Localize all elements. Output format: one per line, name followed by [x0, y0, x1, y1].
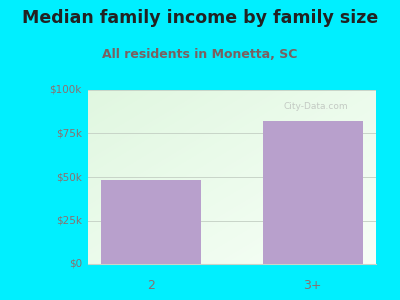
Text: $75k: $75k: [56, 128, 82, 139]
Bar: [101, 180, 201, 264]
Text: $25k: $25k: [56, 215, 82, 226]
Text: All residents in Monetta, SC: All residents in Monetta, SC: [102, 48, 298, 61]
Text: 2: 2: [147, 279, 155, 292]
Text: $0: $0: [69, 259, 82, 269]
Text: $50k: $50k: [56, 172, 82, 182]
Text: 3+: 3+: [304, 279, 322, 292]
Text: City-Data.com: City-Data.com: [284, 102, 348, 111]
Text: Median family income by family size: Median family income by family size: [22, 9, 378, 27]
Text: $100k: $100k: [50, 85, 82, 95]
Bar: [263, 121, 363, 264]
